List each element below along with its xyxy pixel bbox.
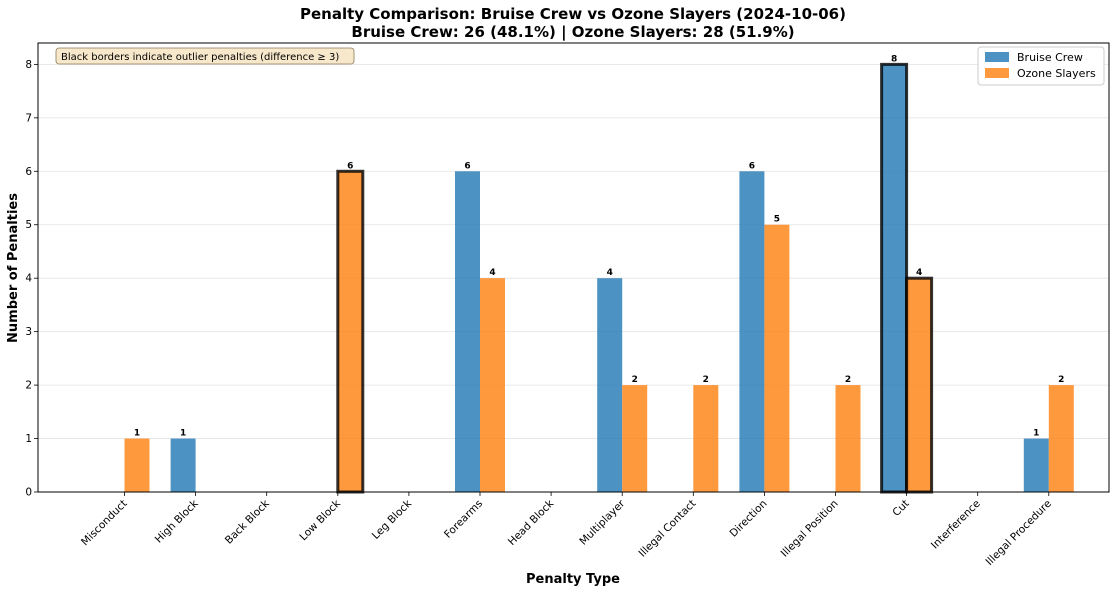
data-label-ozone-slayers-illegal-contact: 2 [703,375,709,385]
chart-subtitle: Bruise Crew: 26 (48.1%) | Ozone Slayers:… [351,23,794,42]
annotation-text: Black borders indicate outlier penalties… [61,52,339,63]
x-tick-label-leg-block: Leg Block [370,497,415,542]
bars [124,62,1074,494]
y-axis: 0 1 2 3 4 5 6 7 8 [25,59,38,499]
x-tick-label-illegal-position: Illegal Position [779,498,841,560]
data-label-ozone-slayers-misconduct: 1 [134,429,140,439]
bar-bruise-crew-cut [880,62,909,494]
x-tick-label-direction: Direction [727,498,769,540]
data-label-bruise-crew-multiplayer: 4 [607,268,613,278]
bar-bruise-crew-illegal-procedure [1023,438,1049,492]
x-tick-label-cut: Cut [890,498,911,519]
annotation-box: Black borders indicate outlier penalties… [55,47,355,65]
y-tick-label-0: 0 [25,487,32,499]
x-tick-label-illegal-procedure: Illegal Procedure [984,498,1054,568]
data-label-bruise-crew-forearms: 6 [464,161,470,171]
bar-ozone-slayers-direction [764,224,790,492]
data-label-ozone-slayers-cut: 4 [916,268,922,278]
x-tick-label-low-block: Low Block [297,497,343,543]
bar-bruise-crew-high-block [170,438,196,492]
y-tick-label-8: 8 [25,59,32,71]
y-tick-label-5: 5 [25,219,32,231]
bar-bruise-crew-direction [739,171,765,493]
data-label-bruise-crew-direction: 6 [749,161,755,171]
data-label-bruise-crew-high-block: 1 [180,429,186,439]
y-tick-label-4: 4 [25,273,32,285]
x-tick-label-misconduct: Misconduct [79,498,130,549]
bar-bruise-crew-multiplayer [597,278,623,492]
x-tick-label-multiplayer: Multiplayer [577,497,627,547]
data-label-bruise-crew-illegal-procedure: 1 [1033,429,1039,439]
y-tick-label-7: 7 [25,112,32,124]
bar-ozone-slayers-illegal-procedure [1048,385,1074,492]
data-label-ozone-slayers-low-block: 6 [347,161,353,171]
data-label-ozone-slayers-direction: 5 [774,215,780,225]
x-tick-label-interference: Interference [929,498,983,552]
legend-swatch-ozone-slayers [985,68,1009,78]
bar-ozone-slayers-illegal-position [835,385,861,492]
x-axis-label: Penalty Type [526,572,620,587]
x-tick-label-head-block: Head Block [506,497,557,548]
data-label-ozone-slayers-illegal-procedure: 2 [1058,375,1064,385]
plot-frame [37,42,1110,493]
legend-swatch-bruise-crew [985,52,1009,62]
legend-label-ozone-slayers: Ozone Slayers [1017,67,1096,80]
x-tick-label-back-block: Back Block [223,497,273,547]
x-axis: Misconduct High Block Back Block Low Block L… [79,492,1054,568]
legend-frame [977,46,1105,86]
data-labels: 1 1 6 6 4 4 2 2 6 5 2 8 4 1 2 [134,54,1065,438]
legend-label-bruise-crew: Bruise Crew [1017,51,1083,64]
data-label-ozone-slayers-forearms: 4 [489,268,495,278]
chart-title: Penalty Comparison: Bruise Crew vs Ozone… [300,5,846,23]
bar-ozone-slayers-forearms [480,278,505,492]
bar-ozone-slayers-multiplayer [622,385,648,492]
data-label-ozone-slayers-illegal-position: 2 [845,375,851,385]
y-tick-label-1: 1 [25,433,32,445]
y-tick-label-3: 3 [25,326,32,338]
bar-ozone-slayers-misconduct [124,438,150,492]
data-label-bruise-crew-cut: 8 [891,54,897,64]
x-tick-label-illegal-contact: Illegal Contact [636,498,698,560]
y-tick-label-6: 6 [25,166,32,178]
x-tick-label-forearms: Forearms [442,498,485,541]
y-tick-label-2: 2 [25,380,32,392]
bar-ozone-slayers-illegal-contact [693,385,719,492]
grid-lines [38,63,1109,439]
legend: Bruise Crew Ozone Slayers [977,46,1105,86]
data-label-ozone-slayers-multiplayer: 2 [632,375,638,385]
bar-bruise-crew-forearms [455,171,480,493]
bar-ozone-slayers-cut [905,276,934,494]
y-axis-label: Number of Penalties [6,193,21,343]
bar-ozone-slayers-low-block [336,169,365,494]
x-tick-label-high-block: High Block [153,497,202,546]
